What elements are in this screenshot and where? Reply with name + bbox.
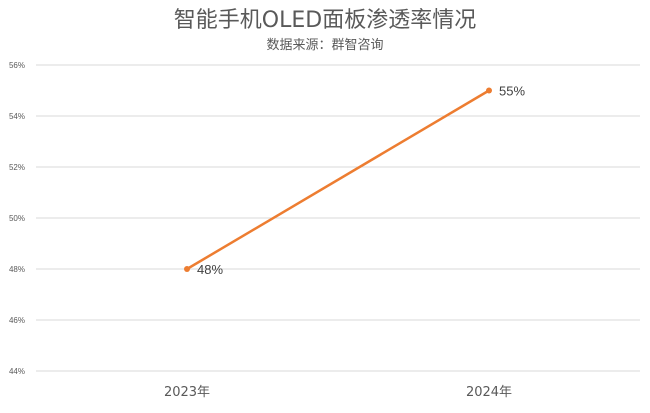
y-axis-tick-labels: 44% 46% 48% 50% 52% 54% 56% <box>9 61 25 376</box>
y-tick-label: 54% <box>9 112 25 121</box>
y-tick-label: 50% <box>9 214 25 223</box>
data-label: 55% <box>499 84 525 99</box>
series-line <box>186 89 490 271</box>
data-labels: 48% 55% <box>197 84 525 278</box>
data-point <box>184 266 190 272</box>
y-tick-label: 48% <box>9 265 25 274</box>
x-tick-label: 2024年 <box>466 385 512 400</box>
data-label: 48% <box>197 262 223 277</box>
y-tick-label: 46% <box>9 316 25 325</box>
y-tick-label: 56% <box>9 61 25 70</box>
x-tick-label: 2023年 <box>164 385 210 400</box>
y-tick-label: 52% <box>9 163 25 172</box>
x-axis-tick-labels: 2023年 2024年 <box>164 385 512 400</box>
data-point <box>486 87 492 94</box>
chart-subtitle: 数据来源：群智咨询 <box>266 38 383 53</box>
series-layer <box>184 87 492 272</box>
chart-title: 智能手机OLED面板渗透率情况 <box>174 8 476 33</box>
gridlines <box>36 64 640 372</box>
y-tick-label: 44% <box>9 367 25 376</box>
